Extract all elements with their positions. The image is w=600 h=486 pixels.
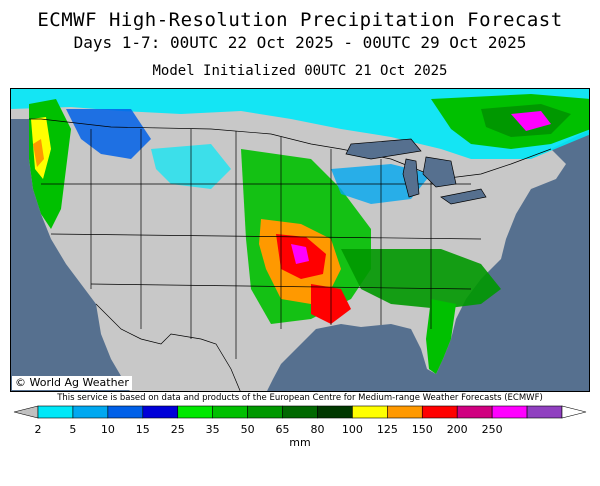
legend-tick-label: 5 (69, 423, 76, 436)
legend-tick-label: 10 (101, 423, 115, 436)
borders (29, 118, 552, 391)
legend-arrow-low (13, 405, 39, 419)
legend-tick-label: 100 (342, 423, 363, 436)
great-lakes (345, 138, 487, 205)
legend-tick-label: 125 (377, 423, 398, 436)
legend-swatch (456, 405, 493, 419)
legend-swatch (491, 405, 528, 419)
legend-tick-label: 35 (206, 423, 220, 436)
legend-tick-label: 65 (276, 423, 290, 436)
legend-units: mm (289, 436, 311, 449)
legend-swatch (387, 405, 423, 419)
precipitation-map: © World Ag Weather (10, 88, 590, 392)
legend-swatch (352, 405, 388, 419)
legend-arrow-high (561, 405, 587, 419)
legend-tick-label: 15 (136, 423, 150, 436)
legend-swatch (212, 405, 248, 419)
precip-legend: 2 5 10 15 25 35 50 65 80 100 125 150 200 250 (13, 405, 587, 436)
precip-fields (11, 89, 589, 374)
legend-swatch (177, 405, 213, 419)
legend-swatch (526, 405, 563, 419)
legend-swatch (72, 405, 109, 419)
legend-tick-label: 80 (310, 423, 324, 436)
mexico-land (96, 304, 241, 391)
model-init-time: Model Initialized 00UTC 21 Oct 2025 (152, 63, 448, 79)
legend-swatch (317, 405, 353, 419)
legend-swatch (247, 405, 283, 419)
map-credit: © World Ag Weather (12, 376, 132, 390)
map-title: ECMWF High-Resolution Precipitation Fore… (37, 9, 563, 31)
legend-swatch (107, 405, 144, 419)
legend-tick-label: 200 (447, 423, 468, 436)
legend-tick-label: 25 (171, 423, 185, 436)
legend-tick-label: 250 (482, 423, 503, 436)
map-graphic (11, 89, 589, 391)
legend-tick-label: 150 (412, 423, 433, 436)
legend-swatch (421, 405, 458, 419)
legend-tick-label: 2 (35, 423, 42, 436)
legend-swatch (142, 405, 179, 419)
data-disclaimer: This service is based on data and produc… (57, 393, 543, 403)
forecast-period: Days 1-7: 00UTC 22 Oct 2025 - 00UTC 29 O… (73, 33, 527, 52)
legend-swatch (37, 405, 74, 419)
legend-swatch (282, 405, 318, 419)
legend-tick-label: 50 (241, 423, 255, 436)
